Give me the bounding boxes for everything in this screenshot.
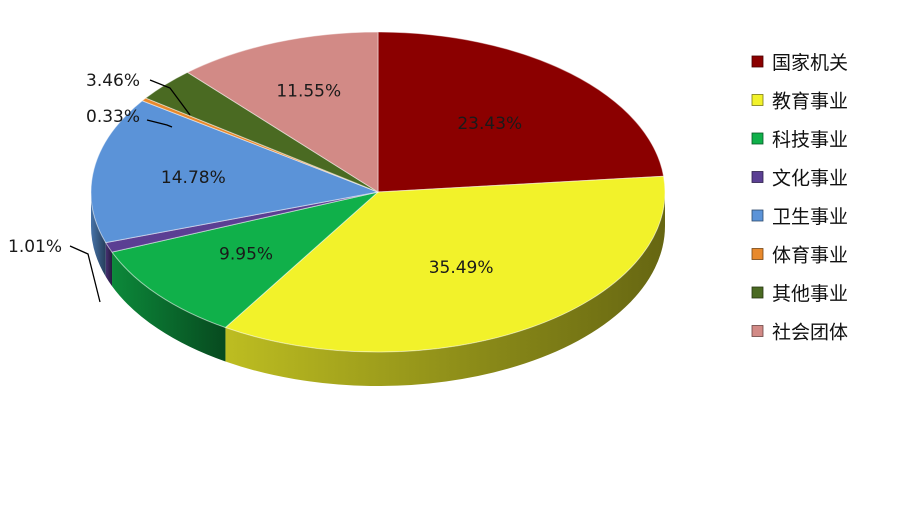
slice-side-4 — [91, 192, 106, 277]
legend-swatch-0 — [751, 55, 764, 68]
data-label-1: 35.49% — [429, 258, 494, 278]
legend-item-5: 体育事业 — [751, 245, 848, 267]
slice-side-2 — [112, 252, 226, 362]
legend-item-4: 卫生事业 — [751, 206, 848, 228]
data-label-0: 23.43% — [457, 114, 522, 134]
legend-swatch-1 — [751, 94, 764, 106]
legend-item-2: 科技事业 — [751, 129, 848, 151]
pie-slice-7 — [186, 31, 379, 193]
legend-item-6: 其他事业 — [751, 283, 848, 305]
data-label-2: 9.95% — [219, 245, 273, 265]
data-label-5: 0.33% — [86, 107, 140, 127]
legend-item-0: 国家机关 — [751, 52, 848, 74]
legend-label-6: 其他事业 — [772, 283, 848, 305]
legend-label-2: 科技事业 — [772, 129, 848, 151]
leader-line-3 — [69, 245, 101, 303]
pie-slice-1 — [224, 175, 666, 353]
data-label-3: 1.01% — [8, 237, 62, 257]
legend-label-3: 文化事业 — [772, 168, 848, 190]
legend-item-7: 社会团体 — [751, 322, 848, 344]
legend-item-3: 文化事业 — [751, 168, 848, 190]
data-label-7: 11.55% — [276, 81, 341, 101]
data-label-4: 14.78% — [161, 168, 226, 188]
legend-swatch-4 — [751, 209, 764, 222]
legend-swatch-6 — [751, 286, 764, 299]
pie-slice-2 — [111, 191, 379, 329]
legend-label-1: 教育事业 — [772, 91, 848, 113]
legend-swatch-7 — [751, 325, 764, 337]
data-label-6: 3.46% — [86, 71, 140, 91]
legend-label-0: 国家机关 — [772, 52, 848, 74]
legend-label-4: 卫生事业 — [772, 206, 848, 228]
legend-label-7: 社会团体 — [772, 322, 848, 344]
leader-line-5 — [146, 119, 173, 128]
legend-label-5: 体育事业 — [772, 245, 848, 267]
leader-line-6 — [149, 79, 191, 116]
slice-side-3 — [105, 242, 113, 287]
legend-swatch-5 — [751, 248, 764, 260]
legend-swatch-2 — [751, 132, 764, 145]
legend-swatch-3 — [751, 171, 764, 183]
legend-item-1: 教育事业 — [751, 91, 848, 113]
slice-side-1 — [225, 192, 666, 386]
pie-slice-0 — [377, 31, 665, 193]
pie-slice-4 — [90, 100, 380, 244]
